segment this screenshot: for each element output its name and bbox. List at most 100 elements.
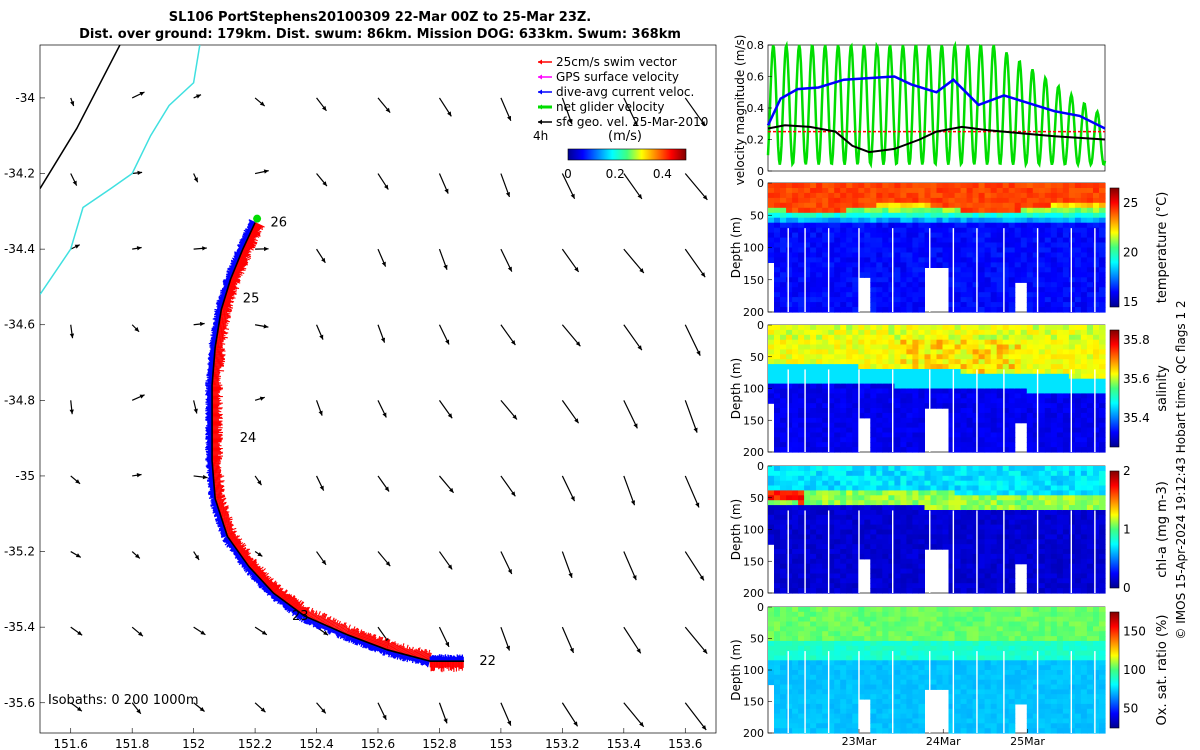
profile-cell [810,307,817,313]
swim-vector [214,350,223,353]
swim-vector [293,601,299,609]
profile-cell [876,222,883,229]
profile-cell [1032,212,1040,219]
profile-cell [900,442,907,448]
profile-cell [1074,412,1082,419]
swim-vector [271,584,279,592]
profile-cell [792,447,799,453]
profile-cell [804,383,811,390]
profile-cell [936,373,944,380]
profile-cell [882,549,889,555]
dive-current-vector [233,551,239,556]
profile-cell [882,325,889,331]
legend-entry: net glider velocity [556,100,664,114]
profile-cell [1032,307,1040,313]
profile-cell [1020,217,1028,224]
profile-cell [846,307,853,313]
profile-cell [876,529,883,535]
profile-cell [810,287,817,293]
profile-cell [1093,302,1100,308]
profile-cell [846,388,853,394]
profile-cell [978,252,986,259]
profile-cell [1032,344,1040,350]
profile-cell [900,349,907,355]
profile-cell [960,232,968,239]
profile-cell [1056,282,1064,288]
profile-cell [810,364,817,370]
profile-cell [828,447,835,453]
swim-vector [240,254,247,258]
profile-cell [906,480,913,487]
profile-cell [930,388,938,394]
profile-cell [786,432,793,438]
profile-cell [786,388,793,394]
profile-cell [840,282,847,288]
swim-vector [224,299,234,303]
swim-vector [250,232,258,237]
profile-cell [996,197,1004,204]
profile-cell [1074,217,1082,224]
profile-cell [870,307,877,313]
profile-cell [834,354,841,360]
dive-current-vector [370,644,374,651]
profile-cell [804,519,811,526]
profile-cell [804,475,811,482]
profile-cell [966,427,974,434]
profile-cell [948,344,956,350]
dive-current-vector [222,537,229,543]
profile-cell [1008,292,1016,298]
dive-current-vector [292,609,297,615]
dive-current-vector [206,373,213,376]
profile-cell [804,534,811,540]
profile-cell [816,558,823,565]
profile-cell [858,252,865,259]
profile-cell [954,292,962,298]
profile-cell [780,197,787,204]
profile-cell [828,480,835,487]
profile-cell [852,373,859,380]
profile-cell [1038,422,1046,429]
profile-cell [768,334,775,341]
profile-cell [954,207,962,214]
profile-cell [780,307,787,313]
profile-cell [1074,378,1082,385]
profile-cell [774,524,781,531]
profile-cell [870,563,877,570]
swim-vector [214,484,222,486]
profile-cell [900,217,907,224]
profile-cell [1086,422,1094,429]
profile-cell [1026,282,1034,288]
profile-cell [1074,325,1082,331]
profile-cell [1026,349,1034,355]
profile-cell [870,242,877,249]
profile-cell [1086,447,1094,453]
profile-cell [858,188,865,194]
profile-cell [912,207,919,214]
profile-cell [840,563,847,570]
profile-cell [960,242,968,249]
profile-cell [942,262,950,268]
profile-cell [1086,354,1094,360]
profile-cell [1080,442,1088,448]
profile-cell [984,403,992,409]
dive-current-vector [396,652,400,660]
profile-cell [912,297,919,303]
profile-cell [966,369,974,375]
profile-cell [972,202,980,209]
profile-cell [1056,388,1064,394]
profile-cell [1026,277,1034,283]
swim-vector [363,634,368,642]
profile-cell [876,470,883,477]
profile-cell [822,202,829,209]
dive-current-vector [365,642,369,649]
swim-vector [237,260,248,266]
profile-cell [918,267,925,273]
dive-current-vector [218,298,225,302]
profile-cell [996,325,1004,331]
profile-cell [1099,447,1106,453]
profile-cell [1014,349,1022,355]
swim-vector [240,548,251,556]
swim-vector [376,636,382,647]
profile-cell [1068,188,1076,194]
profile-cell [1080,297,1088,303]
